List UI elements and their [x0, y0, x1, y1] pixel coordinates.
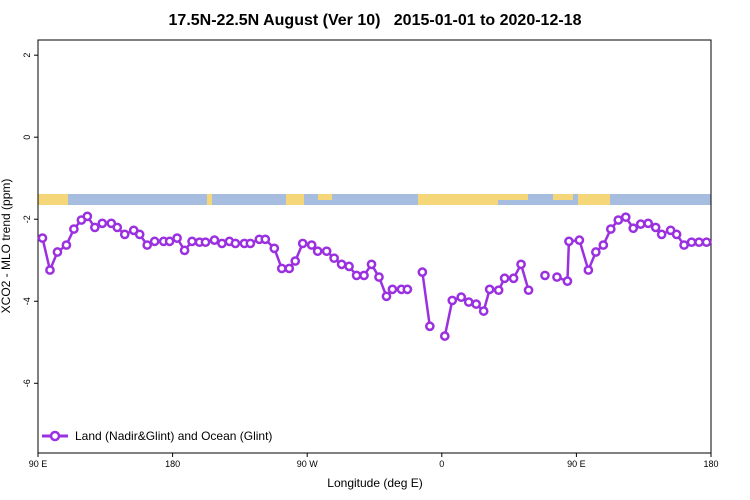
- data-point: [142, 240, 153, 250]
- data-point: [290, 256, 301, 266]
- y-tick-label: -2: [22, 215, 32, 223]
- data-point: [336, 259, 347, 270]
- legend-marker: [49, 430, 61, 442]
- data-point: [119, 229, 130, 240]
- data-point: [650, 222, 661, 233]
- data-point: [312, 246, 323, 257]
- data-point: [574, 235, 585, 245]
- data-point: [359, 270, 369, 281]
- data-point: [424, 321, 435, 332]
- data-point: [284, 263, 295, 274]
- data-point: [605, 224, 616, 234]
- data-point: [439, 331, 450, 341]
- data-point: [52, 247, 63, 257]
- data-point: [209, 235, 220, 245]
- data-point: [149, 236, 160, 247]
- data-point: [344, 261, 354, 272]
- data-point: [366, 259, 377, 270]
- data-point: [179, 245, 190, 256]
- chart-title: 17.5N-22.5N August (Ver 10) 2015-01-01 t…: [169, 12, 582, 29]
- data-point: [306, 240, 317, 250]
- data-point: [635, 219, 646, 229]
- data-point: [562, 276, 573, 287]
- data-point: [45, 265, 55, 275]
- data-point: [164, 236, 175, 247]
- data-point: [671, 229, 682, 240]
- y-tick-label: 0: [22, 135, 32, 140]
- data-point: [516, 259, 526, 270]
- legend-label: Land (Nadir&Glint) and Ocean (Glint): [75, 429, 272, 443]
- data-point: [200, 237, 211, 248]
- data-point: [484, 284, 495, 295]
- y-axis-label: XCO2 - MLO trend (ppm): [0, 179, 13, 314]
- data-point: [493, 285, 504, 296]
- x-axis-label: Longitude (deg E): [327, 476, 422, 490]
- data-point: [187, 236, 197, 247]
- data-point: [471, 299, 482, 309]
- data-point: [381, 291, 392, 302]
- data-point: [89, 222, 100, 233]
- data-point: [417, 267, 428, 277]
- data-point: [643, 218, 654, 229]
- data-point: [456, 292, 467, 303]
- data-point: [620, 212, 631, 223]
- data-point: [590, 247, 601, 257]
- data-point: [269, 243, 280, 254]
- data-point: [61, 240, 72, 250]
- legend: Land (Nadir&Glint) and Ocean (Glint): [42, 429, 272, 443]
- data-point: [564, 236, 574, 247]
- plot-frame: [37, 39, 712, 454]
- data-point: [463, 297, 474, 307]
- data-point: [374, 272, 384, 282]
- data-point: [37, 233, 48, 243]
- data-point: [508, 273, 519, 284]
- data-point: [701, 237, 712, 248]
- x-tick-label: 90 E: [567, 459, 586, 469]
- data-point: [276, 263, 287, 274]
- data-point: [351, 270, 362, 281]
- data-point: [230, 238, 241, 249]
- data-point: [613, 215, 624, 225]
- x-tick-label: 180: [165, 459, 180, 469]
- data-point: [694, 237, 704, 248]
- data-point: [112, 222, 123, 233]
- data-point: [686, 237, 697, 248]
- x-tick-label: 90 W: [297, 459, 319, 469]
- data-point: [478, 306, 489, 316]
- x-tick-label: 90 E: [29, 459, 48, 469]
- data-point: [260, 234, 271, 245]
- data-point: [321, 246, 332, 257]
- y-tick-label: -4: [22, 297, 32, 305]
- data-point: [499, 273, 510, 284]
- data-point: [656, 229, 667, 240]
- data-point: [82, 211, 93, 222]
- data-point: [598, 240, 609, 250]
- y-tick-label: 2: [22, 53, 32, 58]
- data-point: [583, 265, 594, 275]
- data-point: [387, 284, 398, 295]
- data-point: [297, 238, 308, 249]
- data-point: [540, 270, 550, 281]
- data-point: [402, 284, 413, 295]
- data-point: [172, 233, 182, 243]
- data-point: [329, 253, 339, 264]
- x-tick-label: 180: [703, 459, 718, 469]
- y-tick-label: -6: [22, 379, 32, 387]
- x-tick-label: 0: [439, 459, 444, 469]
- data-point: [134, 229, 145, 240]
- data-point: [447, 295, 458, 306]
- land-mask: [38, 194, 711, 205]
- data-point: [97, 218, 108, 229]
- data-point: [628, 223, 639, 234]
- data-point: [552, 272, 562, 282]
- data-point: [679, 240, 689, 250]
- data-point: [69, 224, 79, 234]
- data-point: [217, 238, 227, 249]
- data-point: [245, 238, 256, 249]
- data-point: [523, 285, 534, 296]
